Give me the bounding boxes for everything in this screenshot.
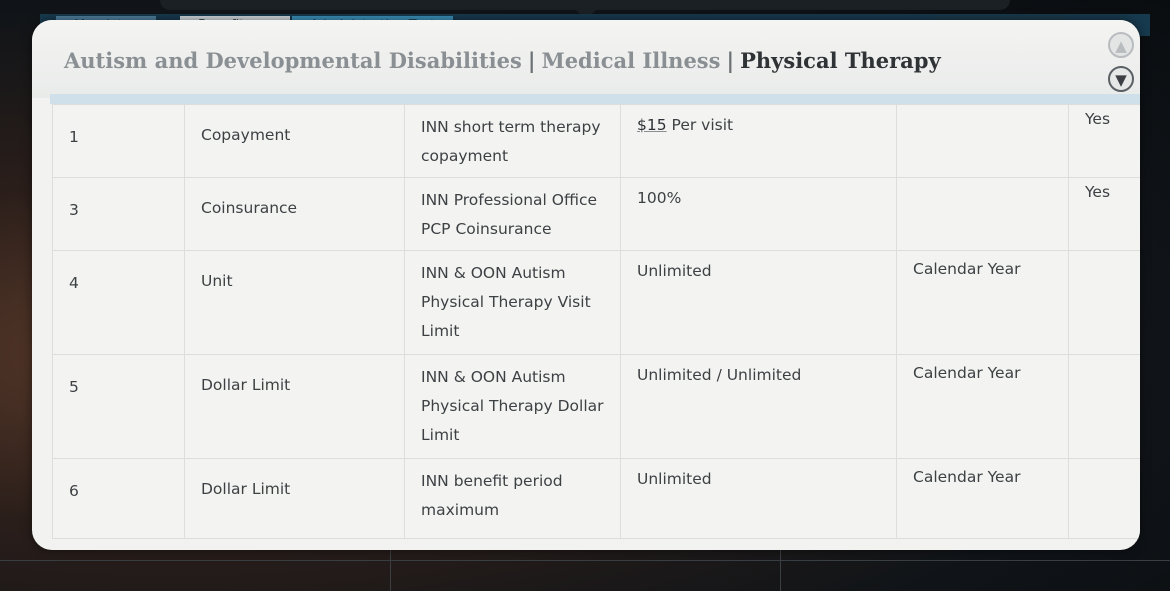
breadcrumb: Autism and Developmental Disabilities | Me… [64,48,941,73]
background-grid-line [780,545,781,591]
benefit-description: INN & OON Autism Physical Therapy Visit … [404,250,621,355]
table-row[interactable]: 4 Unit INN & OON Autism Physical Therapy… [52,250,1140,355]
benefit-flag: Yes [1068,104,1140,178]
row-number: 3 [52,177,185,251]
benefits-table: 1 Copayment INN short term therapy copay… [52,104,1140,539]
benefit-description: INN benefit period maximum [404,458,621,539]
background-grid-line [390,545,391,591]
benefit-description: INN & OON Autism Physical Therapy Dollar… [404,354,621,459]
benefit-detail-popup: Autism and Developmental Disabilities | Me… [32,20,1140,550]
table-row[interactable]: 6 Dollar Limit INN benefit period maximu… [52,458,1140,539]
background-grid-line [0,560,1170,561]
benefit-value: Unlimited [620,250,897,355]
row-number: 6 [52,458,185,539]
benefit-value: Unlimited [620,458,897,539]
breadcrumb-item-physical-therapy: Physical Therapy [740,48,941,73]
table-row[interactable]: 3 Coinsurance INN Professional Office PC… [52,177,1140,251]
breadcrumb-separator: | [527,48,536,73]
benefit-type: Coinsurance [184,177,405,251]
header-divider [50,94,1140,104]
benefit-value-text: Per visit [671,116,734,134]
benefit-description: INN short term therapy copayment [404,104,621,178]
breadcrumb-item-autism[interactable]: Autism and Developmental Disabilities [64,48,522,73]
arrow-up-circle-icon[interactable]: ▲ [1108,32,1134,58]
benefit-flag: Yes [1068,177,1140,251]
background-device-bezel [160,0,1010,10]
benefit-value: 100% [620,177,897,251]
benefit-period [896,177,1069,251]
benefit-value: Unlimited / Unlimited [620,354,897,459]
benefit-period: Calendar Year [896,458,1069,539]
benefit-period: Calendar Year [896,250,1069,355]
row-number: 4 [52,250,185,355]
benefit-type: Dollar Limit [184,354,405,459]
benefit-flag [1068,458,1140,539]
benefit-type: Copayment [184,104,405,178]
copay-amount-link[interactable]: $15 [637,116,667,134]
breadcrumb-separator: | [726,48,735,73]
row-number: 5 [52,354,185,459]
breadcrumb-item-medical-illness[interactable]: Medical Illness [541,48,721,73]
benefit-period [896,104,1069,178]
benefit-description: INN Professional Office PCP Coinsurance [404,177,621,251]
table-row[interactable]: 1 Copayment INN short term therapy copay… [52,104,1140,178]
row-number: 1 [52,104,185,178]
benefit-type: Dollar Limit [184,458,405,539]
table-row[interactable]: 5 Dollar Limit INN & OON Autism Physical… [52,354,1140,459]
benefit-period: Calendar Year [896,354,1069,459]
benefit-type: Unit [184,250,405,355]
arrow-down-circle-icon[interactable]: ▼ [1108,66,1134,92]
benefit-flag [1068,354,1140,459]
benefit-value: $15 Per visit [620,104,897,178]
benefit-flag [1068,250,1140,355]
popup-header: Autism and Developmental Disabilities | Me… [32,20,1140,98]
